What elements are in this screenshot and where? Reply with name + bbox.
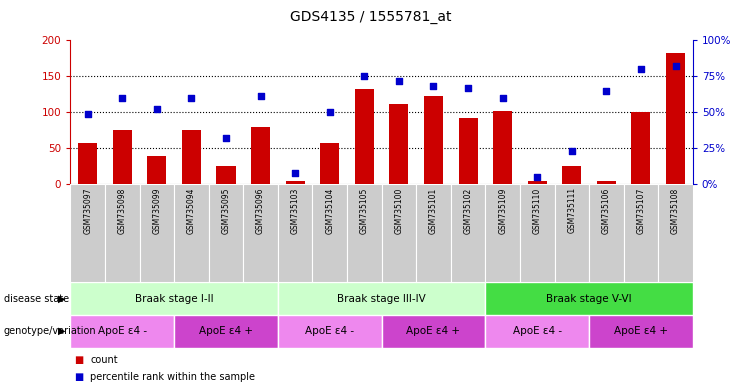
Bar [278,315,382,348]
Bar [520,184,554,282]
Text: GSM735099: GSM735099 [153,187,162,234]
Point [635,66,647,72]
Bar [209,184,243,282]
Bar [320,142,339,184]
Bar [382,315,485,348]
Bar [390,104,408,184]
Point [428,83,439,89]
Text: GSM735103: GSM735103 [290,187,299,233]
Bar [597,181,616,184]
Bar [70,282,278,315]
Text: ApoE ε4 -: ApoE ε4 - [513,326,562,336]
Text: GSM735104: GSM735104 [325,187,334,233]
Text: GSM735100: GSM735100 [394,187,403,233]
Bar [113,130,132,184]
Bar [451,184,485,282]
Text: Braak stage I-II: Braak stage I-II [135,293,213,304]
Bar [139,184,174,282]
Bar [666,53,685,184]
Text: GSM735094: GSM735094 [187,187,196,234]
Bar [251,127,270,184]
Point [600,88,612,94]
Point [324,109,336,115]
Text: ApoE ε4 +: ApoE ε4 + [407,326,460,336]
Bar [174,184,209,282]
Bar [459,118,477,184]
Text: GSM735111: GSM735111 [568,187,576,233]
Point [289,170,301,176]
Bar [485,315,589,348]
Text: disease state: disease state [4,293,69,304]
Bar [355,89,373,184]
Bar [631,112,651,184]
Text: ▶: ▶ [58,293,65,304]
Point [220,135,232,141]
Bar [313,184,347,282]
Text: GSM735102: GSM735102 [464,187,473,233]
Bar [347,184,382,282]
Text: GSM735098: GSM735098 [118,187,127,233]
Bar [147,156,166,184]
Point [462,85,474,91]
Text: ■: ■ [74,355,83,365]
Bar [658,184,693,282]
Bar [105,184,139,282]
Text: GSM735110: GSM735110 [533,187,542,233]
Bar [70,184,105,282]
Bar [182,130,201,184]
Bar [485,282,693,315]
Text: GSM735107: GSM735107 [637,187,645,233]
Text: Braak stage III-IV: Braak stage III-IV [337,293,426,304]
Text: ▶: ▶ [58,326,65,336]
Point [566,148,578,154]
Bar [485,184,520,282]
Text: ApoE ε4 +: ApoE ε4 + [199,326,253,336]
Bar [624,184,658,282]
Bar [589,315,693,348]
Text: GSM735105: GSM735105 [360,187,369,233]
Text: GSM735097: GSM735097 [83,187,92,234]
Bar [243,184,278,282]
Bar [416,184,451,282]
Point [185,95,197,101]
Point [670,63,682,70]
Bar [554,184,589,282]
Text: percentile rank within the sample: percentile rank within the sample [90,372,256,382]
Text: ApoE ε4 -: ApoE ε4 - [305,326,354,336]
Text: ApoE ε4 -: ApoE ε4 - [98,326,147,336]
Point [116,95,128,101]
Text: GSM735095: GSM735095 [222,187,230,234]
Text: count: count [90,355,118,365]
Bar [216,166,236,184]
Point [496,95,508,101]
Bar [562,166,581,184]
Text: genotype/variation: genotype/variation [4,326,96,336]
Text: GSM735108: GSM735108 [671,187,680,233]
Bar [278,184,313,282]
Bar [424,96,443,184]
Bar [528,181,547,184]
Text: GSM735106: GSM735106 [602,187,611,233]
Point [255,93,267,99]
Text: ApoE ε4 +: ApoE ε4 + [614,326,668,336]
Bar [79,143,97,184]
Text: GDS4135 / 1555781_at: GDS4135 / 1555781_at [290,10,451,23]
Point [359,73,370,79]
Bar [70,315,174,348]
Bar [174,315,278,348]
Text: ■: ■ [74,372,83,382]
Point [393,78,405,84]
Point [531,174,543,180]
Bar [589,184,624,282]
Bar [285,181,305,184]
Bar [494,111,512,184]
Text: Braak stage V-VI: Braak stage V-VI [546,293,632,304]
Point [151,106,163,113]
Text: GSM735101: GSM735101 [429,187,438,233]
Text: GSM735109: GSM735109 [498,187,507,233]
Bar [278,282,485,315]
Text: GSM735096: GSM735096 [256,187,265,234]
Bar [382,184,416,282]
Point [82,111,93,117]
